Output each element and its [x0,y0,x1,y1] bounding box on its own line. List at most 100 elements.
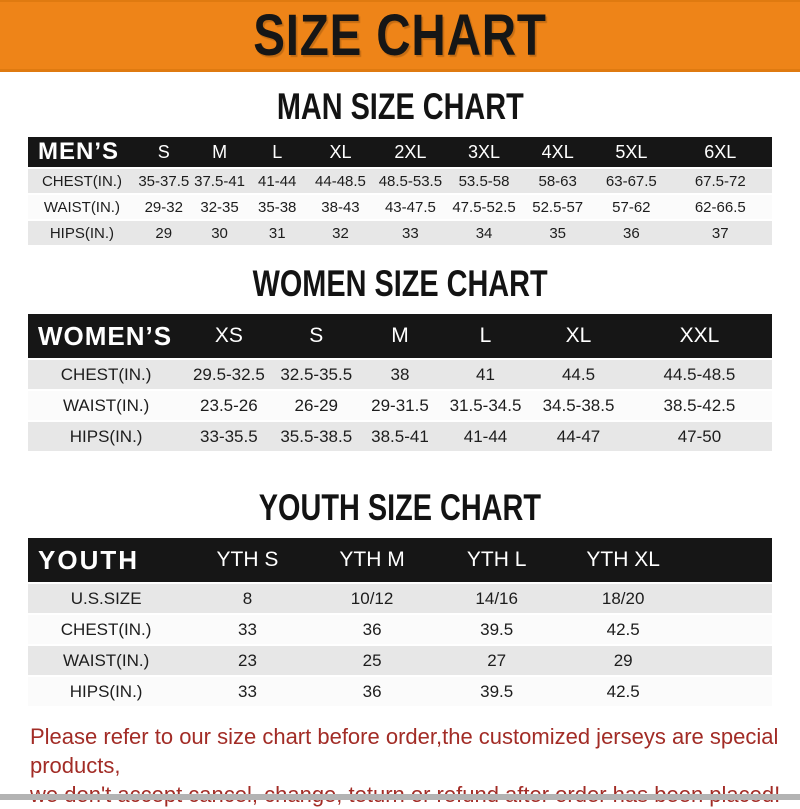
size-column-header: L [479,324,492,347]
size-value-cell: 35-37.5 [135,167,192,193]
row-label-cell: WAIST(IN.) [28,389,185,420]
size-value-cell: 34 [446,219,522,245]
size-value-cell: 26-29 [273,389,360,420]
measurement-row: U.S.SIZE 8 10/12 14/16 18/20 [28,582,772,613]
measurement-row: HIPS(IN.) 29 30 31 32 33 34 35 36 37 [28,219,772,245]
size-column-header: M [212,141,228,162]
size-column-header: L [272,141,283,162]
size-value-cell: 32-35 [191,193,248,219]
size-value-cell: 29 [559,644,687,675]
size-value-cell: 14/16 [433,582,560,613]
size-column-header: S [309,324,324,347]
row-label-cell: WAIST(IN.) [28,193,136,219]
size-value-cell: 32.5-35.5 [273,358,360,389]
size-column-header: YTH S [216,548,279,571]
size-column-header: YTH XL [586,548,660,571]
size-value-cell: 29.5-32.5 [184,358,274,389]
size-chart-banner: SIZE CHART [0,0,800,72]
size-value-cell: 41 [440,358,531,389]
row-label-cell: CHEST(IN.) [28,613,185,644]
measurement-row: CHEST(IN.) 35-37.5 37.5-41 41-44 44-48.5 48.5… [28,167,772,193]
size-column-header: XL [565,324,592,347]
size-value-cell: 35-38 [247,193,307,219]
row-filler-cell [686,675,772,706]
size-value-cell: 36 [594,219,669,245]
size-value-cell: 58-63 [521,167,595,193]
bottom-gray-strip [0,794,800,800]
size-value-cell: 34.5-38.5 [530,389,627,420]
size-value-cell: 39.5 [433,613,560,644]
size-value-cell: 36 [310,613,434,644]
size-value-cell: 48.5-53.5 [373,167,447,193]
size-value-cell: 41-44 [247,167,307,193]
size-value-cell: 18/20 [559,582,687,613]
size-value-cell: 29-32 [135,193,192,219]
size-value-cell: 31.5-34.5 [440,389,531,420]
women-section-title: WOMEN SIZE CHART [0,265,800,302]
size-value-cell: 38-43 [306,193,374,219]
youth-section-title: YOUTH SIZE CHART [0,489,800,526]
size-value-cell: 29 [135,219,192,245]
size-value-cell: 41-44 [440,420,531,451]
measurement-row: WAIST(IN.) 29-32 32-35 35-38 38-43 43-47.5 47.… [28,193,772,219]
size-column-header: 2XL [394,141,427,162]
size-value-cell: 33 [373,219,447,245]
size-value-cell: 42.5 [559,613,687,644]
size-value-cell: 10/12 [310,582,434,613]
row-filler-cell [686,582,772,613]
row-label-cell: CHEST(IN.) [28,358,185,389]
size-value-cell: 44-48.5 [306,167,374,193]
table-header-label: YOUTH [38,544,139,575]
size-value-cell: 57-62 [594,193,669,219]
table-header-label: WOMEN’S [38,320,173,351]
size-value-cell: 52.5-57 [521,193,595,219]
youth-section-title-text: YOUTH SIZE CHART [258,487,542,528]
size-value-cell: 30 [191,219,248,245]
measurement-row: WAIST(IN.) 23.5-26 26-29 29-31.5 31.5-34.5 34… [28,389,772,420]
size-value-cell: 37 [668,219,772,245]
row-filler-cell [686,613,772,644]
size-column-header: 5XL [615,141,648,162]
row-label-cell: HIPS(IN.) [28,675,185,706]
women-size-table: WOMEN’S XS S M L XL XXL CHEST(IN.) 29.5-32.5 32.5… [28,314,772,451]
size-column-header: 4XL [541,141,574,162]
size-value-cell: 23 [184,644,311,675]
size-column-header: YTH M [339,548,405,571]
size-value-cell: 35.5-38.5 [273,420,360,451]
size-column-header: XL [329,141,352,162]
man-section-title-text: MAN SIZE CHART [276,86,524,127]
size-value-cell: 23.5-26 [184,389,274,420]
size-value-cell: 38.5-42.5 [626,389,772,420]
measurement-row: HIPS(IN.) 33 36 39.5 42.5 [28,675,772,706]
table-header-row: WOMEN’S XS S M L XL XXL [28,314,772,358]
table-header-row: MEN’S S M L XL 2XL 3XL 4XL 5XL 6XL [28,137,772,167]
size-value-cell: 53.5-58 [446,167,522,193]
size-value-cell: 31 [247,219,307,245]
row-label-cell: HIPS(IN.) [28,219,136,245]
size-column-header: XXL [679,324,720,347]
size-value-cell: 39.5 [433,675,560,706]
size-value-cell: 33-35.5 [184,420,274,451]
size-value-cell: 42.5 [559,675,687,706]
size-value-cell: 67.5-72 [668,167,772,193]
size-value-cell: 25 [310,644,434,675]
row-label-cell: CHEST(IN.) [28,167,136,193]
size-value-cell: 8 [184,582,311,613]
size-value-cell: 44.5-48.5 [626,358,772,389]
size-column-header: M [391,324,409,347]
size-value-cell: 44.5 [530,358,627,389]
disclaimer-line-1: Please refer to our size chart before or… [30,724,779,778]
size-value-cell: 32 [306,219,374,245]
row-label-cell: HIPS(IN.) [28,420,185,451]
size-value-cell: 29-31.5 [359,389,441,420]
measurement-row: HIPS(IN.) 33-35.5 35.5-38.5 38.5-41 41-44 44-… [28,420,772,451]
women-section-title-text: WOMEN SIZE CHART [252,263,548,304]
size-column-header: 3XL [468,141,501,162]
size-value-cell: 38 [359,358,441,389]
size-value-cell: 37.5-41 [191,167,248,193]
row-label-cell: WAIST(IN.) [28,644,185,675]
size-column-header: YTH L [466,548,527,571]
youth-size-table: YOUTH YTH S YTH M YTH L YTH XL U.S.SIZE 8 10/12… [28,538,772,706]
men-size-table: MEN’S S M L XL 2XL 3XL 4XL 5XL 6XL CHEST(IN.) 35-37… [28,137,772,245]
row-label-cell: U.S.SIZE [28,582,185,613]
